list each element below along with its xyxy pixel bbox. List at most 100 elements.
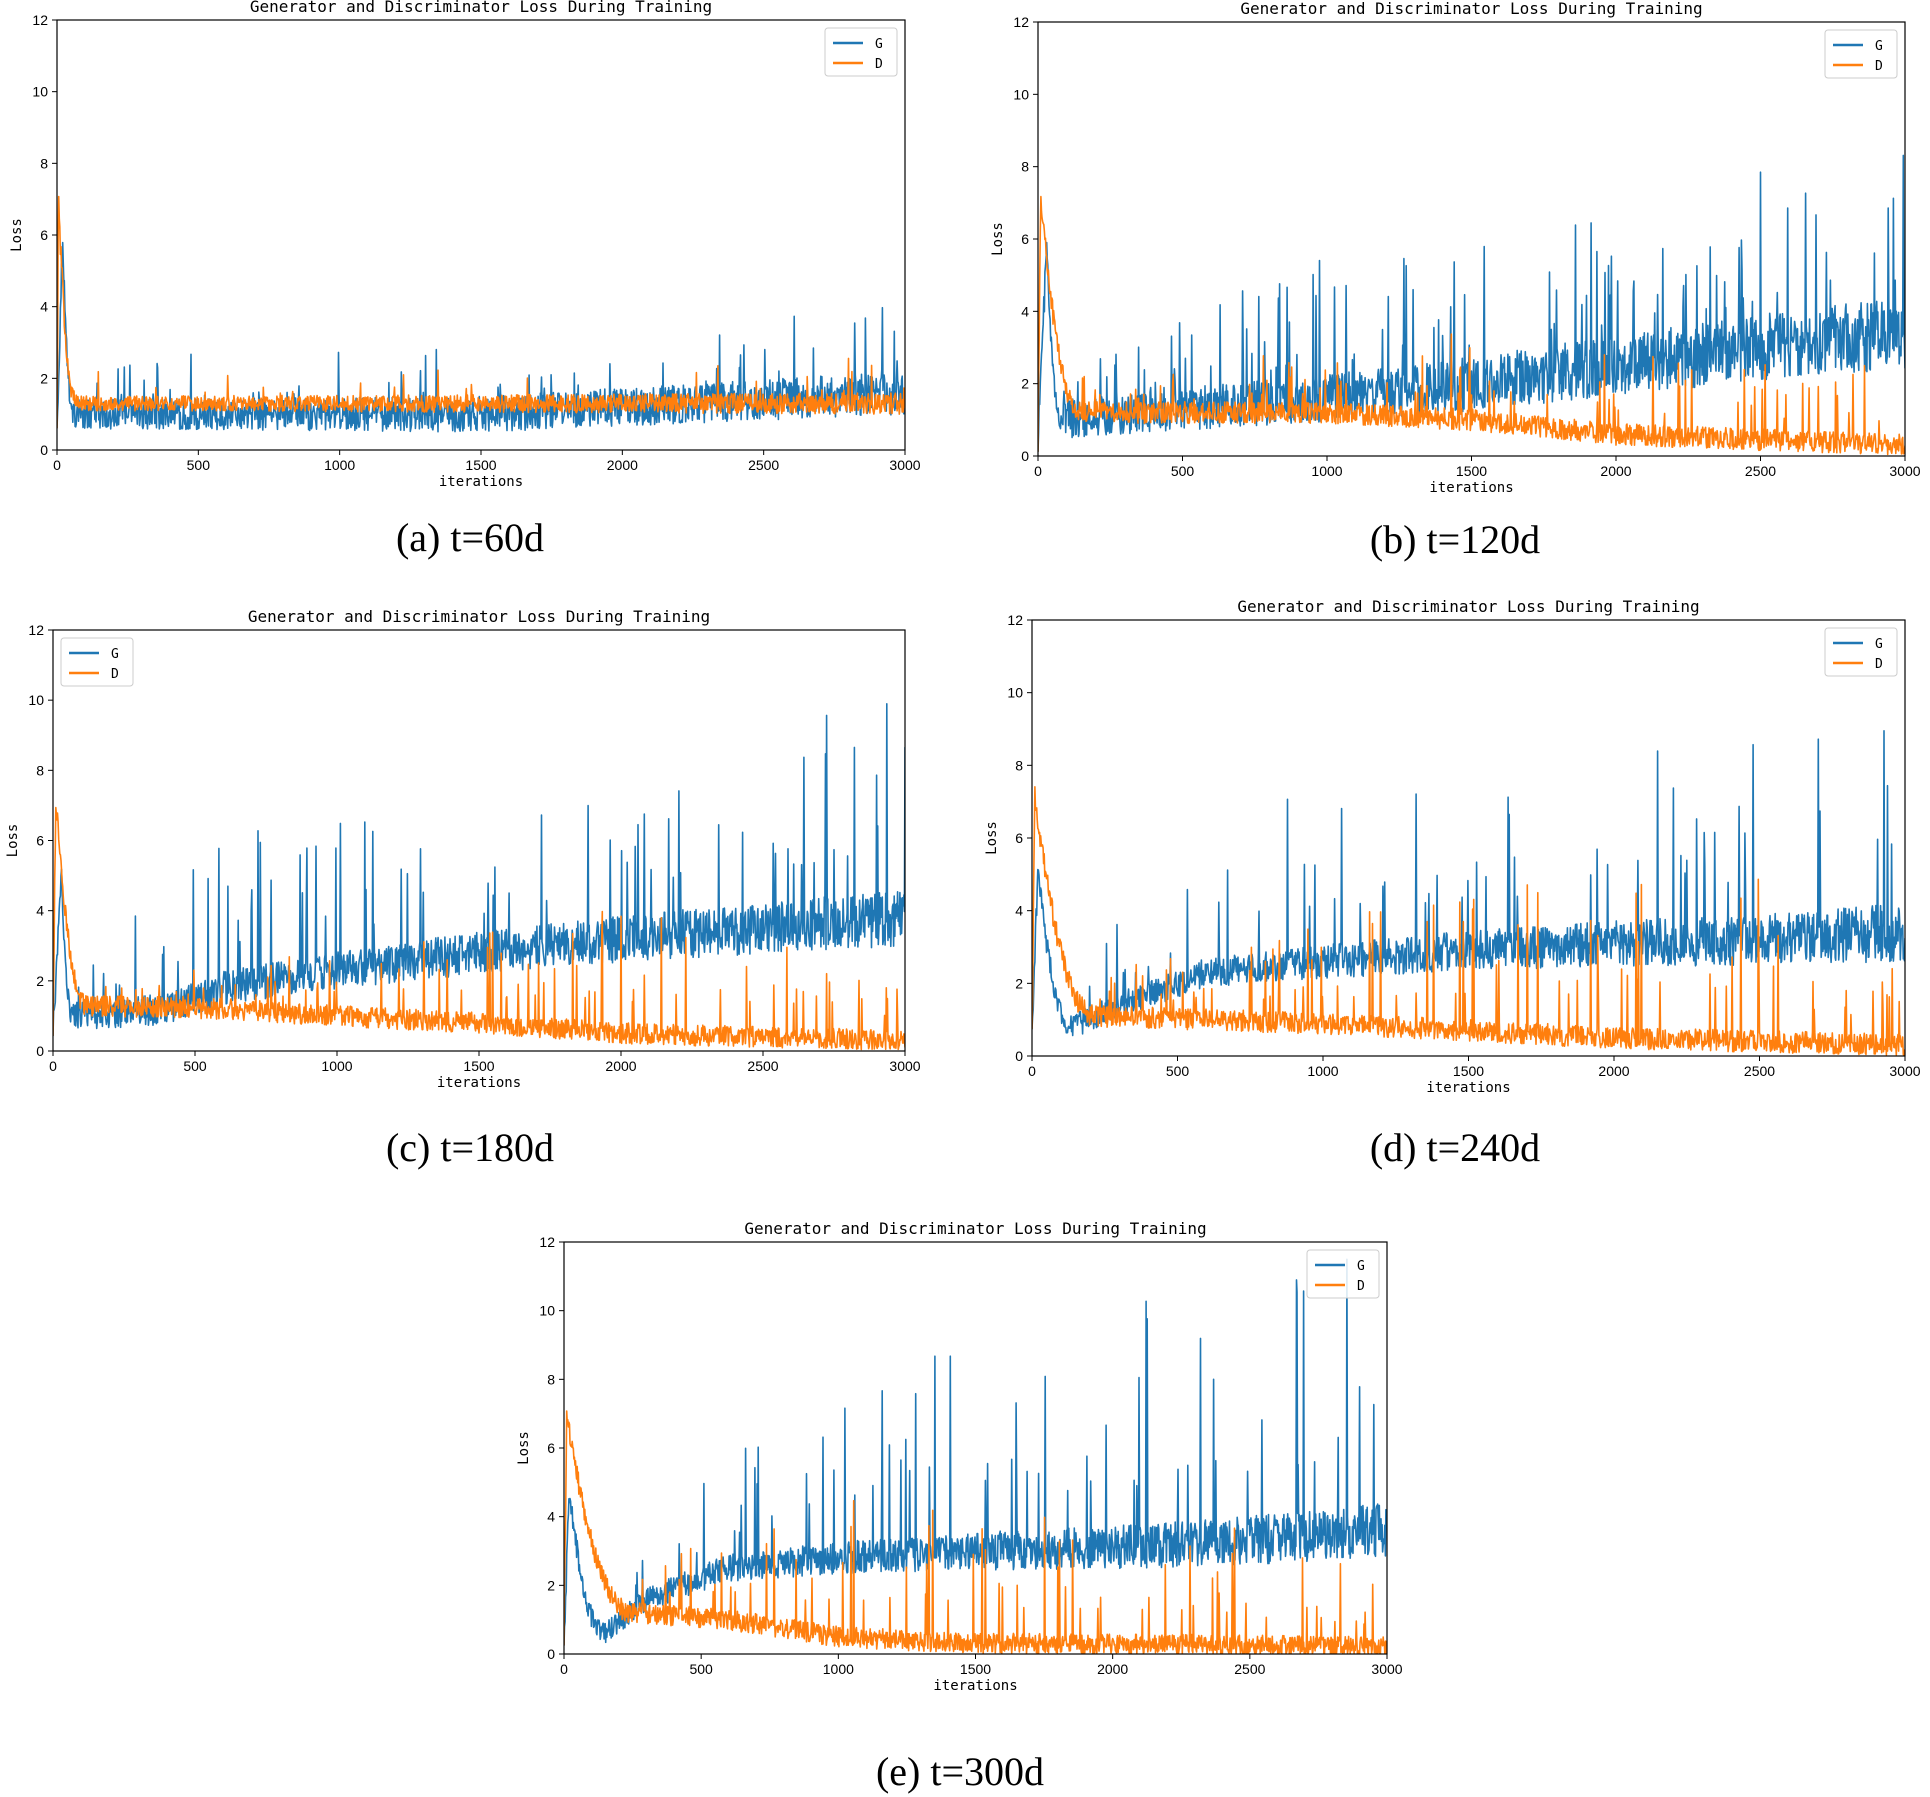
x-tick-label: 2500 [748,457,779,473]
chart-title: Generator and Discriminator Loss During … [1237,597,1699,616]
y-tick-label: 0 [1021,448,1029,464]
y-tick-label: 10 [539,1303,555,1319]
legend: GD [1824,29,1898,79]
x-tick-label: 1000 [823,1661,854,1677]
legend-label-d: D [1875,59,1883,74]
y-tick-label: 10 [28,692,44,708]
x-tick-label: 0 [560,1661,568,1677]
x-tick-label: 500 [1171,463,1195,479]
legend-box [1306,1249,1380,1299]
caption-c: (c) t=180d [385,1125,555,1170]
y-tick-label: 4 [547,1509,555,1525]
chart-title: Generator and Discriminator Loss During … [1240,0,1702,18]
x-tick-label: 0 [1034,463,1042,479]
axes-frame [52,629,906,1052]
x-tick-label: 3000 [1371,1661,1402,1677]
x-tick-label: 2500 [1234,1661,1265,1677]
x-tick-label: 1000 [321,1058,352,1074]
series-line-d [1038,195,1905,456]
x-tick-label: 2000 [1097,1661,1128,1677]
y-tick-label: 2 [547,1577,555,1593]
x-tick-label: 3000 [1889,1063,1920,1079]
y-axis-label: Loss [990,222,1006,256]
y-axis-label: Loss [9,218,25,252]
legend-label-g: G [1357,1259,1365,1274]
y-axis-label: Loss [984,821,1000,855]
x-tick-label: 500 [1166,1063,1190,1079]
series-line-d [1032,786,1905,1056]
x-tick-label: 1000 [1307,1063,1338,1079]
y-tick-label: 4 [40,299,48,315]
series-line-g [1032,730,1905,1037]
x-tick-label: 2500 [1745,463,1776,479]
caption-e: (e) t=300d [875,1749,1045,1794]
series-line-d [564,1410,1387,1654]
x-tick-label: 3000 [889,457,920,473]
y-tick-label: 6 [547,1440,555,1456]
x-tick-label: 1500 [465,457,496,473]
y-tick-label: 0 [40,442,48,458]
series-line-d [53,806,905,1051]
legend-label-g: G [1875,39,1883,54]
x-axis-label: iterations [437,1075,521,1091]
x-tick-label: 500 [187,457,211,473]
y-tick-label: 8 [547,1371,555,1387]
y-tick-label: 8 [1021,159,1029,175]
y-tick-label: 12 [539,1234,555,1250]
y-tick-label: 4 [1015,903,1023,919]
x-tick-label: 0 [1028,1063,1036,1079]
y-tick-label: 2 [1021,376,1029,392]
y-tick-label: 0 [36,1043,44,1059]
y-axis-label: Loss [516,1431,532,1465]
y-tick-label: 4 [1021,303,1029,319]
x-axis-label: iterations [1429,480,1513,496]
y-tick-label: 2 [1015,975,1023,991]
legend-label-d: D [1875,657,1883,672]
x-tick-label: 0 [53,457,61,473]
x-tick-label: 1500 [1453,1063,1484,1079]
chart-panel-d: Generator and Discriminator Loss During … [980,595,1921,1100]
y-tick-label: 6 [1015,830,1023,846]
legend-box [60,637,134,687]
caption-d: (d) t=240d [1369,1125,1541,1170]
y-tick-label: 12 [1007,612,1023,628]
y-tick-label: 6 [36,833,44,849]
x-tick-label: 2500 [747,1058,778,1074]
legend-label-d: D [875,57,883,72]
x-axis-label: iterations [1426,1080,1510,1096]
legend-box [1824,627,1898,677]
chart-d-svg: Generator and Discriminator Loss During … [984,597,1921,1096]
y-tick-label: 0 [1015,1048,1023,1064]
x-tick-label: 0 [49,1058,57,1074]
x-tick-label: 2500 [1744,1063,1775,1079]
y-tick-label: 8 [36,762,44,778]
legend-label-g: G [875,37,883,52]
chart-b-svg: Generator and Discriminator Loss During … [990,0,1921,496]
y-tick-label: 6 [40,227,48,243]
chart-c-svg: Generator and Discriminator Loss During … [5,607,921,1091]
y-tick-label: 2 [40,370,48,386]
y-tick-label: 12 [28,622,44,638]
y-tick-label: 4 [36,903,44,919]
x-axis-label: iterations [933,1678,1017,1694]
legend-box [1824,29,1898,79]
chart-title: Generator and Discriminator Loss During … [248,607,710,626]
x-axis-label: iterations [439,474,523,490]
y-tick-label: 8 [1015,757,1023,773]
chart-panel-e: Generator and Discriminator Loss During … [500,1212,1420,1702]
x-tick-label: 3000 [889,1058,920,1074]
y-tick-label: 10 [1007,685,1023,701]
x-tick-label: 1500 [1456,463,1487,479]
caption-a: (a) t=60d [395,515,545,560]
series-line-d [57,195,905,429]
x-tick-label: 1000 [324,457,355,473]
y-tick-label: 12 [1013,14,1029,30]
chart-a-svg: Generator and Discriminator Loss During … [9,0,921,490]
chart-panel-c: Generator and Discriminator Loss During … [0,605,921,1095]
x-tick-label: 500 [689,1661,713,1677]
x-tick-label: 2000 [1598,1063,1629,1079]
x-tick-label: 1500 [463,1058,494,1074]
series-line-g [1038,154,1905,452]
legend-label-g: G [1875,637,1883,652]
series-line-g [53,703,905,1037]
